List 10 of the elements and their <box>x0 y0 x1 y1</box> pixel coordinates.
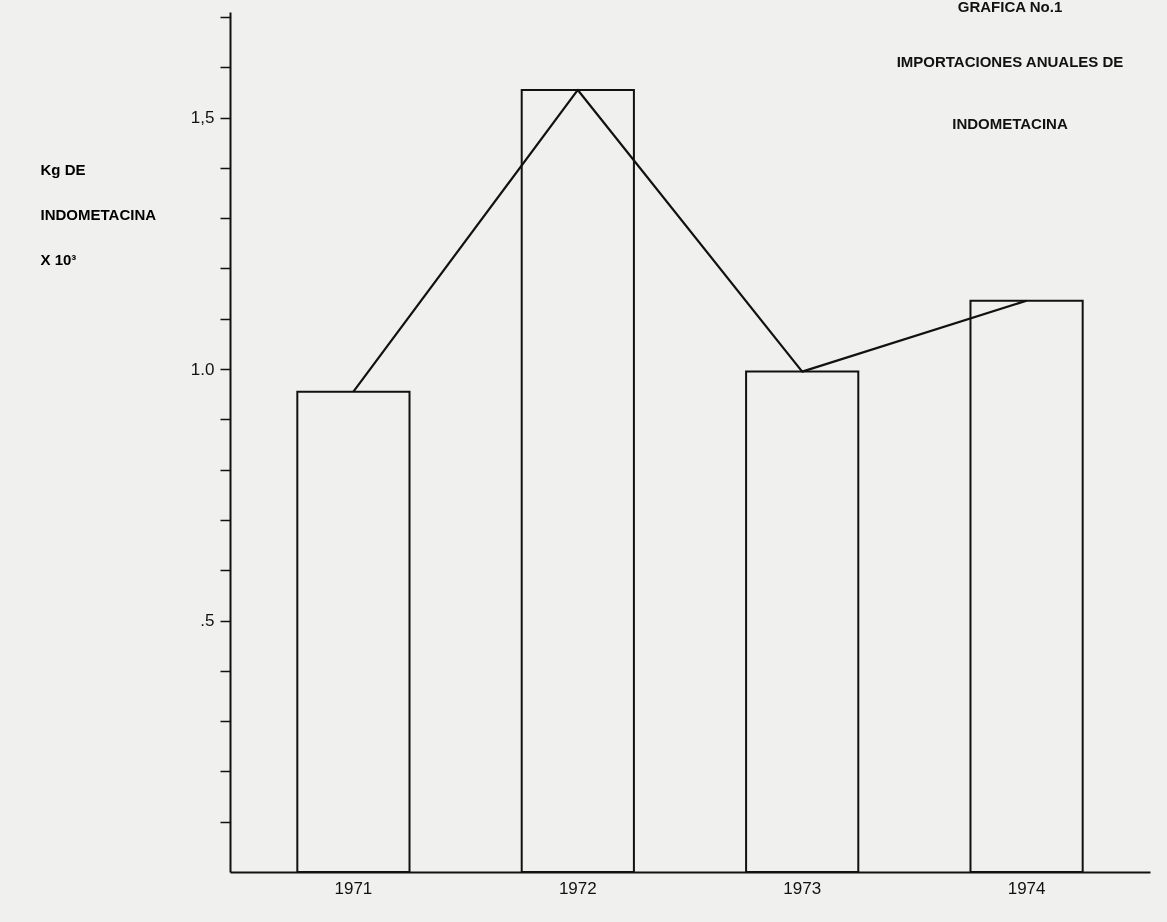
x-tick-label: 1972 <box>558 878 597 898</box>
text: Kg DE INDOMETACINA X 10³ <box>40 160 157 268</box>
chart-title: GRAFICA No.1 <box>957 0 1063 15</box>
y-tick-label: 1,5 <box>190 108 215 128</box>
x-tick-label: 1971 <box>334 878 373 898</box>
y-tick-label: .5 <box>200 611 215 631</box>
y-tick-label: 1.0 <box>190 359 215 379</box>
x-tick-label: 1973 <box>783 878 822 898</box>
x-tick-label: 1974 <box>1007 878 1046 898</box>
text: IMPORTACIONES ANUALES DE INDOMETACINA <box>896 53 1124 132</box>
